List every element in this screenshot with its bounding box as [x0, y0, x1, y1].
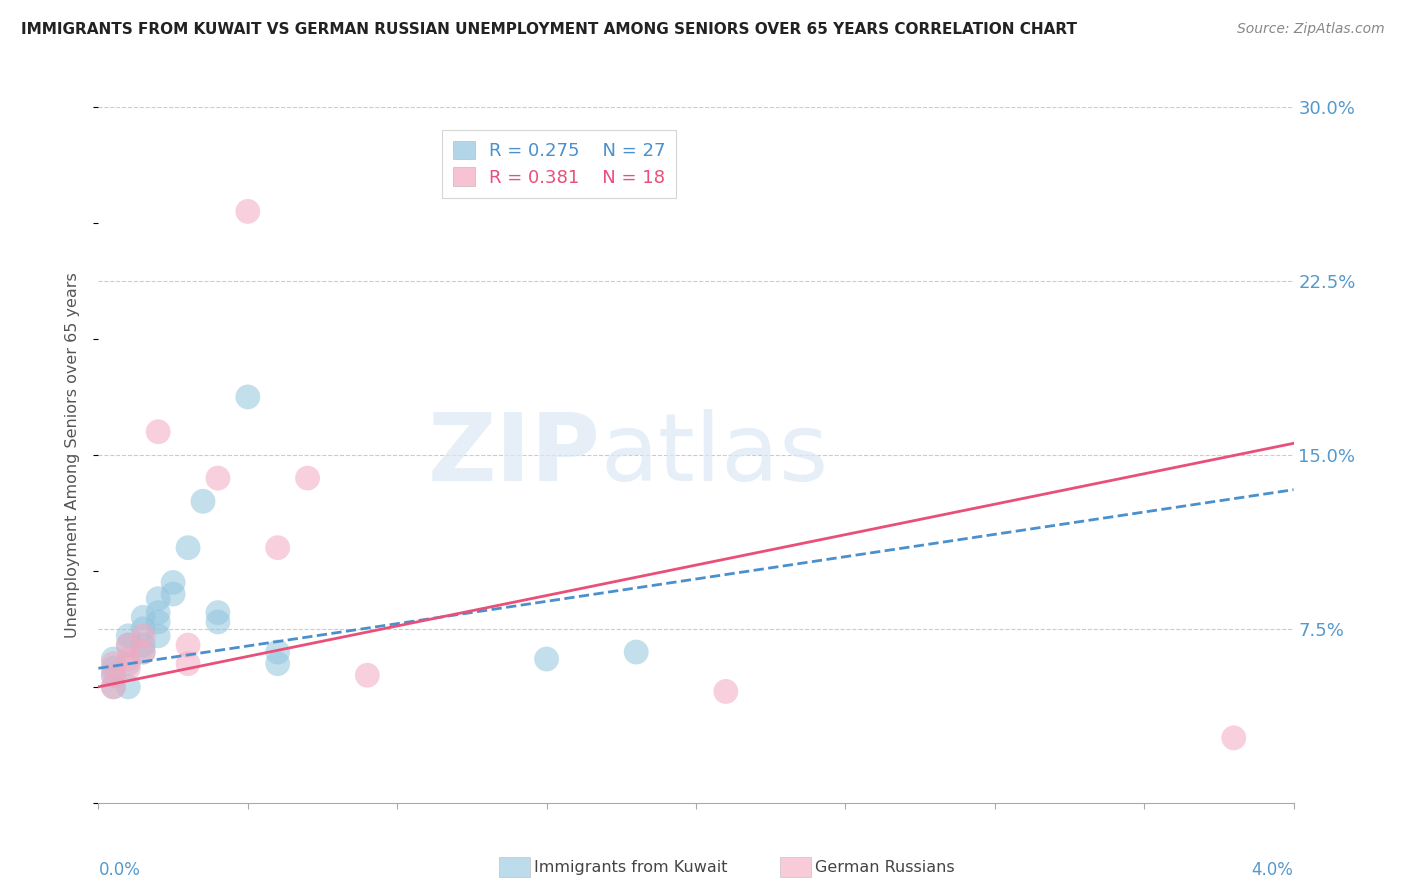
Text: 0.0%: 0.0%	[98, 861, 141, 879]
Point	[132, 622, 155, 636]
Point	[117, 652, 139, 666]
Point	[162, 587, 184, 601]
Point	[103, 680, 125, 694]
Point	[117, 629, 139, 643]
Point	[103, 668, 125, 682]
Point	[207, 471, 229, 485]
Point	[162, 575, 184, 590]
Point	[132, 645, 155, 659]
Point	[207, 615, 229, 629]
Point	[624, 645, 647, 659]
Point	[132, 610, 155, 624]
Point	[267, 657, 290, 671]
Point	[267, 541, 290, 555]
Point	[236, 204, 259, 219]
Point	[177, 638, 200, 652]
Point	[536, 652, 558, 666]
Text: IMMIGRANTS FROM KUWAIT VS GERMAN RUSSIAN UNEMPLOYMENT AMONG SENIORS OVER 65 YEAR: IMMIGRANTS FROM KUWAIT VS GERMAN RUSSIAN…	[21, 22, 1077, 37]
Legend: R = 0.275    N = 27, R = 0.381    N = 18: R = 0.275 N = 27, R = 0.381 N = 18	[441, 130, 676, 197]
Point	[297, 471, 319, 485]
Point	[148, 425, 170, 439]
Point	[103, 668, 125, 682]
Point	[117, 638, 139, 652]
Text: Immigrants from Kuwait: Immigrants from Kuwait	[534, 860, 728, 874]
Point	[1222, 731, 1246, 745]
Point	[177, 657, 200, 671]
Point	[117, 661, 139, 675]
Point	[103, 657, 125, 671]
Point	[148, 629, 170, 643]
Point	[714, 684, 737, 698]
Point	[148, 606, 170, 620]
Text: German Russians: German Russians	[815, 860, 955, 874]
Point	[191, 494, 214, 508]
Point	[103, 661, 125, 675]
Point	[117, 680, 139, 694]
Point	[132, 629, 155, 643]
Point	[103, 652, 125, 666]
Y-axis label: Unemployment Among Seniors over 65 years: Unemployment Among Seniors over 65 years	[65, 272, 80, 638]
Point	[132, 638, 155, 652]
Point	[267, 645, 290, 659]
Text: 4.0%: 4.0%	[1251, 861, 1294, 879]
Text: Source: ZipAtlas.com: Source: ZipAtlas.com	[1237, 22, 1385, 37]
Point	[177, 541, 200, 555]
Point	[117, 638, 139, 652]
Point	[356, 668, 378, 682]
Point	[103, 680, 125, 694]
Point	[207, 606, 229, 620]
Point	[236, 390, 259, 404]
Text: ZIP: ZIP	[427, 409, 600, 501]
Point	[148, 591, 170, 606]
Point	[117, 657, 139, 671]
Point	[148, 615, 170, 629]
Point	[132, 645, 155, 659]
Text: atlas: atlas	[600, 409, 828, 501]
